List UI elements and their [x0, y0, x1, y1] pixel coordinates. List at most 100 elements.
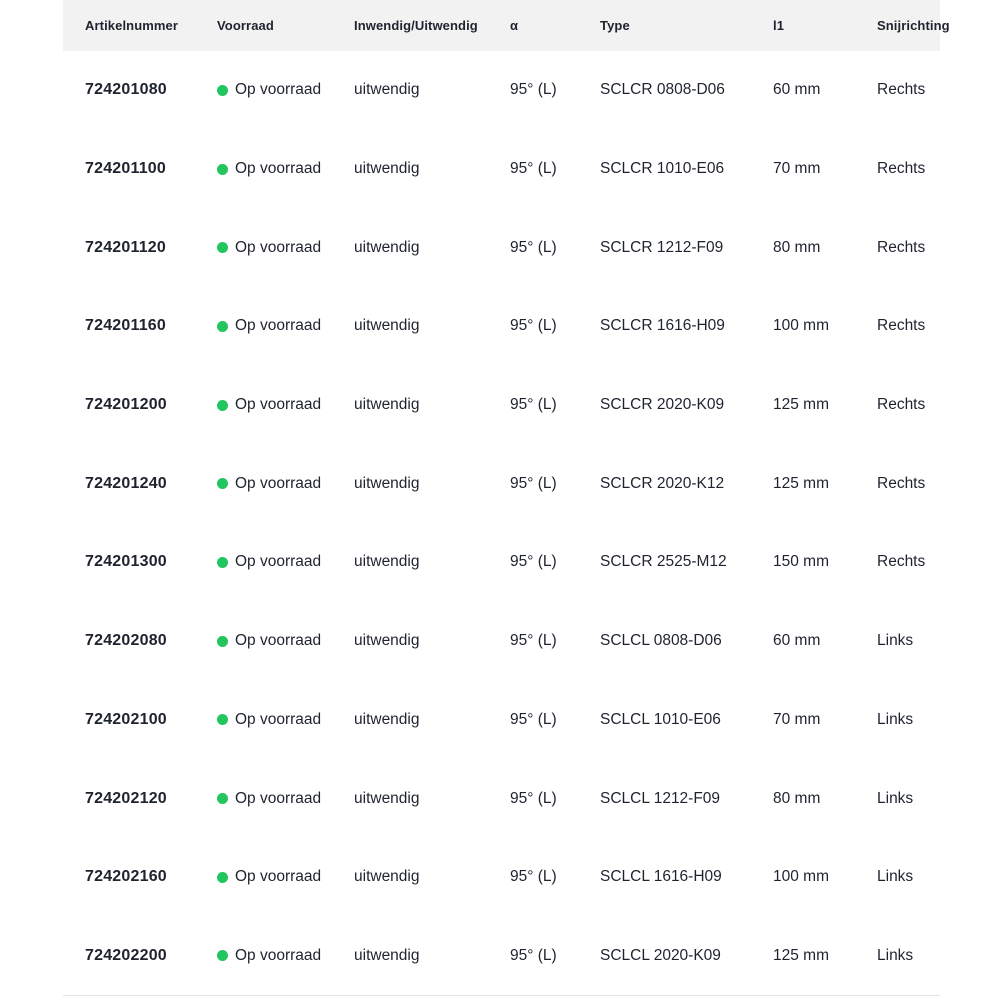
type-cell: SCLCL 1010-E06 [600, 710, 721, 728]
table-row[interactable]: 724201120 Op voorraad uitwendig 95° (L) … [63, 208, 940, 287]
table-row[interactable]: 724201080 Op voorraad uitwendig 95° (L) … [63, 51, 940, 130]
artikelnummer-cell: 724201080 [85, 81, 167, 99]
artikelnummer-cell: 724202100 [85, 710, 167, 728]
column-header-voorraad: Voorraad [217, 0, 354, 51]
product-table-container: Artikelnummer Voorraad Inwendig/Uitwendi… [63, 0, 950, 997]
alpha-cell: 95° (L) [510, 474, 557, 492]
stock-status-icon [217, 399, 228, 411]
alpha-cell: 95° (L) [510, 916, 600, 997]
column-header-l1: l1 [773, 0, 877, 51]
table-row[interactable]: 724201200 Op voorraad uitwendig 95° (L) … [63, 366, 940, 445]
alpha-cell: 95° (L) [510, 81, 557, 99]
voorraad-cell: Op voorraad [217, 208, 354, 287]
stock-status-icon [217, 320, 228, 332]
stock-status-icon [217, 84, 228, 96]
stock-status-icon [217, 793, 228, 805]
type-cell: SCLCL 2020-K09 [600, 916, 773, 997]
inwendig-uitwendig-cell: uitwendig [354, 238, 420, 256]
artikelnummer-cell: 724202120 [85, 789, 167, 807]
table-row[interactable]: 724202100 Op voorraad uitwendig 95° (L) … [63, 681, 940, 760]
voorraad-cell: Op voorraad [217, 681, 354, 760]
artikelnummer-cell: 724201100 [85, 160, 167, 178]
alpha-cell: 95° (L) [510, 238, 557, 256]
table-row[interactable]: 724201100 Op voorraad uitwendig 95° (L) … [63, 130, 940, 209]
alpha-cell: 95° (L) [510, 396, 557, 414]
artikelnummer-cell: 724201120 [85, 238, 167, 256]
alpha-cell: 95° (L) [510, 789, 557, 807]
snijrichting-cell: Rechts [877, 238, 926, 256]
table-row[interactable]: 724201160 Op voorraad uitwendig 95° (L) … [63, 287, 940, 366]
voorraad-cell: Op voorraad [217, 602, 354, 681]
type-cell: SCLCL 0808-D06 [600, 632, 722, 650]
table-body: 724201080 Op voorraad uitwendig 95° (L) … [63, 51, 940, 997]
l1-cell: 70 mm [773, 710, 821, 728]
alpha-cell: 95° (L) [510, 632, 557, 650]
table-row[interactable]: 724202200 Op voorraad uitwendig 95° (L) … [63, 916, 940, 997]
table-row[interactable]: 724202160 Op voorraad uitwendig 95° (L) … [63, 838, 940, 917]
inwendig-uitwendig-cell: uitwendig [354, 868, 420, 886]
stock-status-label: Op voorraad [235, 238, 322, 256]
voorraad-cell: Op voorraad [217, 444, 354, 523]
inwendig-uitwendig-cell: uitwendig [354, 81, 420, 99]
table-row[interactable]: 724202120 Op voorraad uitwendig 95° (L) … [63, 759, 940, 838]
stock-status-icon [217, 478, 228, 490]
snijrichting-cell: Links [877, 868, 914, 886]
inwendig-uitwendig-cell: uitwendig [354, 710, 420, 728]
artikelnummer-cell: 724201200 [85, 396, 167, 414]
artikelnummer-cell: 724201160 [85, 317, 167, 335]
snijrichting-cell: Links [877, 710, 914, 728]
table-row[interactable]: 724201300 Op voorraad uitwendig 95° (L) … [63, 523, 940, 602]
voorraad-cell: Op voorraad [217, 287, 354, 366]
column-header-type: Type [600, 0, 773, 51]
voorraad-cell: Op voorraad [217, 523, 354, 602]
snijrichting-cell: Rechts [877, 160, 926, 178]
stock-status-label: Op voorraad [235, 789, 322, 807]
l1-cell: 100 mm [773, 317, 829, 335]
inwendig-uitwendig-cell: uitwendig [354, 160, 420, 178]
l1-cell: 125 mm [773, 916, 877, 997]
l1-cell: 80 mm [773, 789, 821, 807]
voorraad-cell: Op voorraad [217, 51, 354, 130]
l1-cell: 60 mm [773, 81, 821, 99]
column-header-inwendig-uitwendig: Inwendig/Uitwendig [354, 0, 510, 51]
artikelnummer-cell: 724202160 [85, 868, 167, 886]
table-header: Artikelnummer Voorraad Inwendig/Uitwendi… [63, 0, 950, 51]
inwendig-uitwendig-cell: uitwendig [354, 916, 510, 997]
table-row[interactable]: 724201240 Op voorraad uitwendig 95° (L) … [63, 444, 940, 523]
inwendig-uitwendig-cell: uitwendig [354, 789, 420, 807]
artikelnummer-cell: 724201300 [85, 553, 167, 571]
alpha-cell: 95° (L) [510, 317, 557, 335]
type-cell: SCLCL 1212-F09 [600, 789, 721, 807]
stock-status-icon [217, 635, 228, 647]
stock-status-icon [217, 163, 228, 175]
l1-cell: 125 mm [773, 474, 829, 492]
snijrichting-cell: Rechts [877, 553, 926, 571]
snijrichting-cell: Rechts [877, 396, 926, 414]
l1-cell: 150 mm [773, 553, 829, 571]
column-header-snijrichting: Snijrichting [877, 0, 950, 51]
inwendig-uitwendig-cell: uitwendig [354, 553, 420, 571]
type-cell: SCLCR 1616-H09 [600, 317, 725, 335]
voorraad-cell: Op voorraad [217, 759, 354, 838]
voorraad-cell: Op voorraad [217, 366, 354, 445]
inwendig-uitwendig-cell: uitwendig [354, 474, 420, 492]
snijrichting-cell: Rechts [877, 474, 926, 492]
column-header-artikelnummer: Artikelnummer [63, 0, 217, 51]
type-cell: SCLCR 2020-K12 [600, 474, 725, 492]
alpha-cell: 95° (L) [510, 160, 557, 178]
alpha-cell: 95° (L) [510, 553, 557, 571]
stock-status-label: Op voorraad [235, 396, 322, 414]
type-cell: SCLCR 1010-E06 [600, 160, 725, 178]
artikelnummer-cell: 724202080 [85, 632, 167, 650]
stock-status-label: Op voorraad [235, 553, 322, 571]
product-table: Artikelnummer Voorraad Inwendig/Uitwendi… [63, 0, 950, 997]
snijrichting-cell: Links [877, 916, 940, 997]
voorraad-cell: Op voorraad [217, 838, 354, 917]
l1-cell: 80 mm [773, 238, 821, 256]
stock-status-label: Op voorraad [235, 160, 322, 178]
snijrichting-cell: Links [877, 632, 914, 650]
table-row[interactable]: 724202080 Op voorraad uitwendig 95° (L) … [63, 602, 940, 681]
stock-status-label: Op voorraad [235, 868, 322, 886]
type-cell: SCLCR 2020-K09 [600, 396, 725, 414]
snijrichting-cell: Rechts [877, 81, 926, 99]
